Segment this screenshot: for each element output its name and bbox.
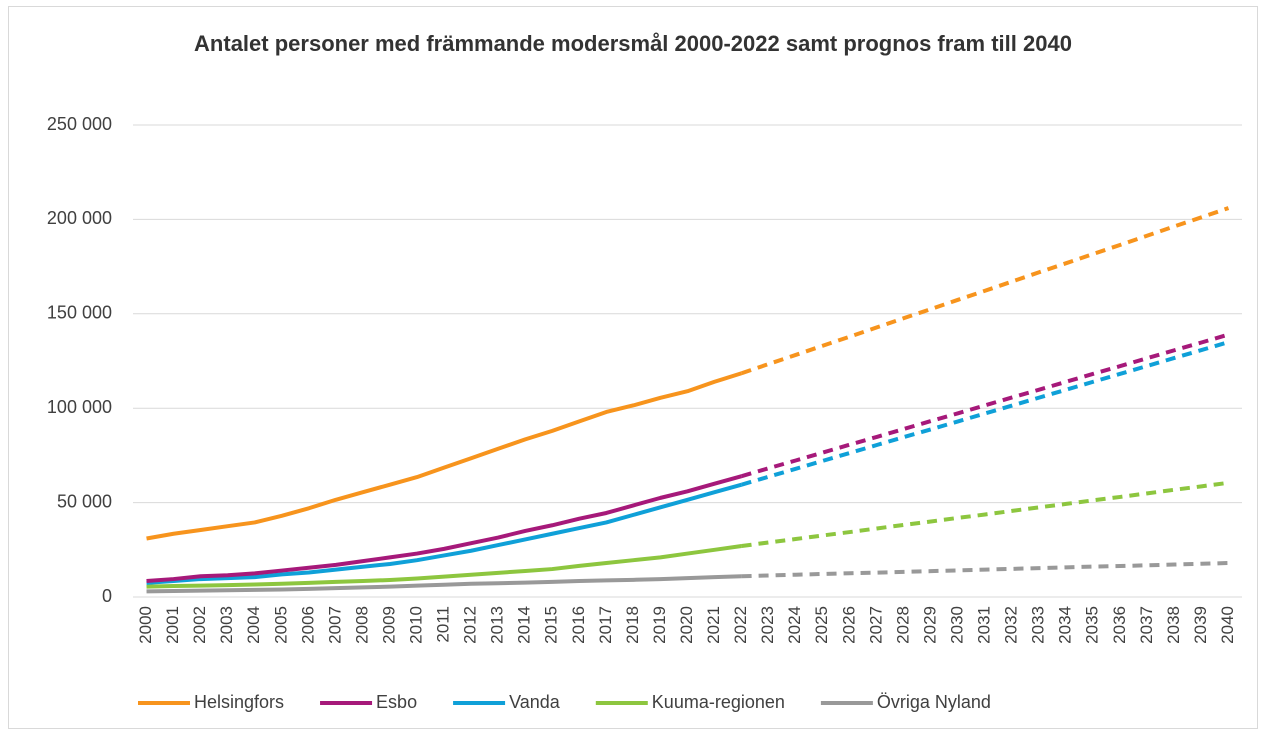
solid-line (146, 474, 743, 583)
solid-line (146, 371, 743, 541)
x-tick-label: 2030 (947, 606, 966, 644)
x-tick-label: 2021 (704, 606, 723, 644)
x-tick-label: 2018 (623, 606, 642, 644)
x-tick-label: 2010 (406, 606, 425, 644)
x-tick-label: 2035 (1083, 606, 1102, 644)
x-tick-label: 2027 (866, 606, 885, 644)
legend-label: Helsingfors (194, 692, 284, 712)
x-tick-label: 2031 (975, 606, 994, 644)
x-tick-label: 2025 (812, 606, 831, 644)
x-tick-label: 2008 (352, 606, 371, 644)
y-tick-label: 200 000 (47, 208, 112, 228)
x-tick-label: 2022 (731, 606, 750, 644)
x-tick-label: 2014 (515, 606, 534, 644)
x-tick-label: 2001 (163, 606, 182, 644)
x-tick-label: 2020 (677, 606, 696, 644)
x-tick-label: 2015 (542, 606, 561, 644)
x-tick-label: 2040 (1218, 606, 1237, 644)
y-tick-label: 100 000 (47, 397, 112, 417)
x-tick-label: 2033 (1029, 606, 1048, 644)
legend-label: Esbo (376, 692, 417, 712)
x-tick-label: 2037 (1137, 606, 1156, 644)
y-tick-label: 250 000 (47, 114, 112, 134)
x-tick-label: 2000 (136, 606, 155, 644)
forecast-line (741, 561, 1229, 579)
y-tick-label: 0 (102, 586, 112, 606)
x-tick-label: 2039 (1191, 606, 1210, 644)
x-tick-label: 2019 (650, 606, 669, 644)
legend-label: Övriga Nyland (877, 692, 991, 712)
x-tick-label: 2029 (920, 606, 939, 644)
solid-line (146, 544, 742, 589)
legend-label: Kuuma-regionen (652, 692, 785, 712)
x-tick-label: 2038 (1164, 606, 1183, 644)
legend-label: Vanda (509, 692, 561, 712)
x-tick-label: 2013 (488, 606, 507, 644)
x-tick-label: 2024 (785, 606, 804, 644)
solid-line (146, 574, 742, 594)
x-tick-label: 2009 (379, 606, 398, 644)
x-tick-label: 2036 (1110, 606, 1129, 644)
x-tick-label: 2004 (244, 606, 263, 644)
chart-frame (8, 6, 1258, 729)
x-tick-label: 2034 (1056, 606, 1075, 644)
x-tick-label: 2003 (217, 606, 236, 644)
forecast-line (740, 206, 1230, 376)
x-tick-label: 2007 (325, 606, 344, 644)
x-tick-label: 2017 (596, 606, 615, 644)
x-tick-label: 2005 (271, 606, 290, 644)
y-tick-label: 150 000 (47, 303, 112, 323)
x-tick-label: 2026 (839, 606, 858, 644)
x-tick-label: 2006 (298, 606, 317, 644)
y-tick-label: 50 000 (57, 491, 112, 511)
x-tick-label: 2023 (758, 606, 777, 644)
x-tick-label: 2016 (569, 606, 588, 644)
forecast-line (741, 480, 1229, 549)
solid-line (146, 482, 743, 585)
x-tick-label: 2002 (190, 606, 209, 644)
chart-title: Antalet personer med främmande modersmål… (194, 31, 1072, 56)
x-tick-label: 2012 (461, 606, 480, 644)
x-tick-label: 2011 (434, 606, 453, 643)
x-tick-label: 2032 (1002, 606, 1021, 644)
x-tick-label: 2028 (893, 606, 912, 644)
